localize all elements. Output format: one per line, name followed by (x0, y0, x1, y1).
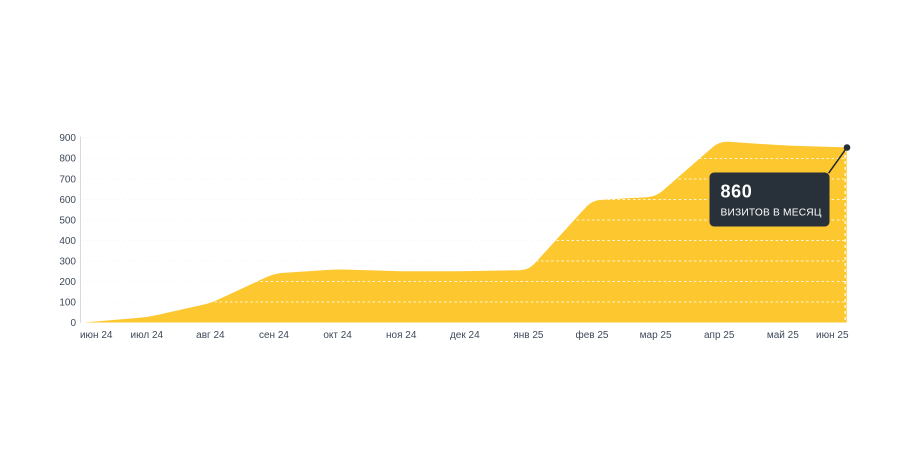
svg-text:авг 24: авг 24 (196, 330, 225, 341)
svg-text:860: 860 (721, 181, 753, 201)
svg-text:июн 25: июн 25 (816, 330, 849, 341)
svg-text:мар 25: мар 25 (640, 330, 672, 341)
svg-text:июн 24: июн 24 (80, 330, 113, 341)
svg-text:0: 0 (70, 318, 76, 329)
svg-text:ВИЗИТОВ В МЕСЯЦ: ВИЗИТОВ В МЕСЯЦ (721, 207, 822, 218)
svg-text:окт 24: окт 24 (323, 330, 352, 341)
svg-text:сен 24: сен 24 (259, 330, 289, 341)
svg-text:ноя 24: ноя 24 (386, 330, 417, 341)
svg-text:300: 300 (59, 256, 76, 267)
svg-text:янв 25: янв 25 (513, 330, 544, 341)
svg-text:май 25: май 25 (767, 330, 799, 341)
svg-text:900: 900 (59, 133, 76, 144)
svg-text:дек 24: дек 24 (450, 330, 480, 341)
svg-text:200: 200 (59, 277, 76, 288)
svg-text:800: 800 (59, 154, 76, 165)
svg-text:апр 25: апр 25 (704, 330, 735, 341)
svg-text:600: 600 (59, 195, 76, 206)
svg-text:июл 24: июл 24 (130, 330, 163, 341)
svg-text:500: 500 (59, 215, 76, 226)
svg-text:700: 700 (59, 174, 76, 185)
svg-text:400: 400 (59, 236, 76, 247)
svg-text:фев 25: фев 25 (575, 329, 608, 341)
svg-text:100: 100 (59, 297, 76, 308)
